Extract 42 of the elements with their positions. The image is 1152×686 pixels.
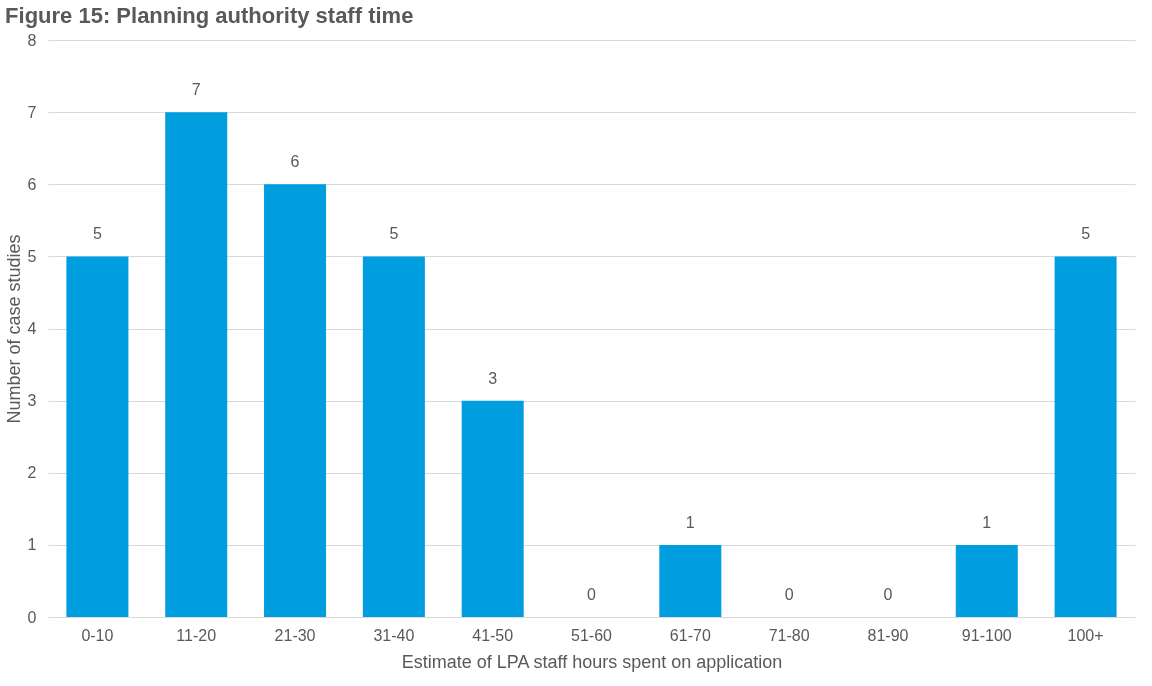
- x-tick-label: 0-10: [81, 626, 114, 644]
- data-label: 0: [587, 586, 597, 603]
- data-label: 1: [685, 513, 695, 531]
- x-tick-label: 41-50: [472, 626, 514, 644]
- x-tick-label: 31-40: [373, 626, 415, 644]
- bar: [264, 184, 327, 617]
- y-tick-label: 3: [27, 392, 37, 410]
- y-tick-label: 7: [27, 103, 37, 121]
- x-tick-label: 21-30: [274, 626, 316, 644]
- bar: [165, 112, 228, 617]
- x-tick-label: 11-20: [176, 626, 217, 644]
- x-tick-label: 61-70: [669, 626, 711, 644]
- y-tick-label: 0: [27, 608, 37, 626]
- x-tick-label: 51-60: [571, 626, 613, 644]
- bar: [955, 544, 1018, 617]
- y-tick-label: 2: [27, 464, 37, 482]
- bar: [66, 256, 129, 617]
- y-tick-label: 1: [27, 536, 37, 554]
- x-tick-label: 71-80: [768, 626, 810, 644]
- x-tick-label: 81-90: [867, 626, 909, 644]
- bar: [362, 256, 425, 617]
- y-axis-title: Number of case studies: [3, 234, 24, 424]
- data-label: 7: [191, 81, 201, 99]
- bar: [659, 544, 722, 617]
- data-label: 3: [488, 369, 498, 387]
- bar: [1054, 256, 1117, 617]
- x-axis-title: Estimate of LPA staff hours spent on application: [401, 651, 783, 672]
- x-tick-label: 91-100: [961, 626, 1012, 644]
- chart-title: Figure 15: Planning authority staff time: [5, 3, 414, 28]
- y-tick-label: 8: [27, 31, 37, 49]
- y-tick-label: 6: [27, 175, 37, 193]
- x-tick-label: 100+: [1067, 626, 1104, 644]
- y-tick-label: 4: [27, 320, 37, 337]
- data-label: 6: [290, 153, 300, 171]
- y-tick-label: 5: [27, 247, 37, 265]
- data-label: 5: [389, 225, 399, 243]
- data-label: 0: [784, 586, 794, 603]
- data-label: 1: [982, 513, 992, 531]
- data-label: 5: [92, 225, 102, 243]
- data-label: 5: [1081, 225, 1091, 243]
- data-label: 0: [883, 586, 893, 603]
- bar: [461, 400, 524, 617]
